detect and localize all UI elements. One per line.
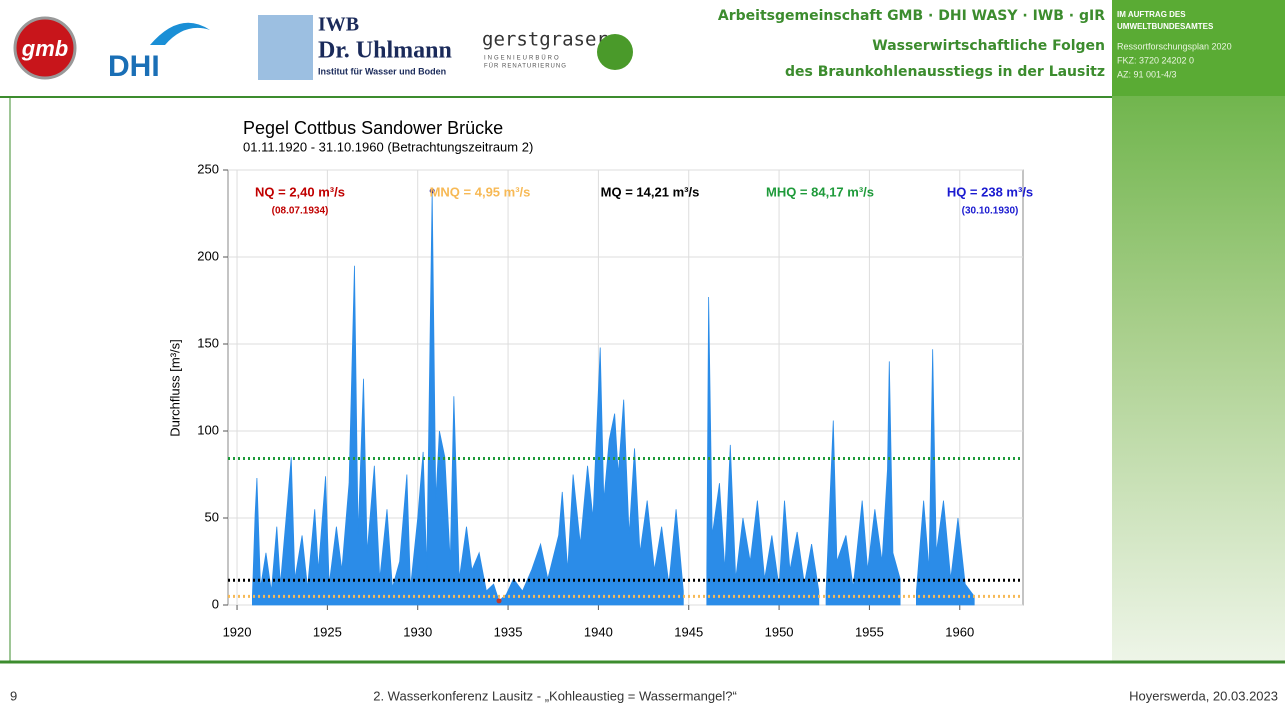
discharge-area [251, 190, 684, 606]
x-tick-label: 1960 [945, 624, 974, 639]
gerstgraser-mark [597, 34, 633, 70]
iwb-logo: Institut für Wasser und Boden [318, 66, 446, 76]
y-axis-label: Durchfluss [m³/s] [167, 339, 182, 437]
client-text: Ressortforschungsplan 2020 [1117, 41, 1232, 51]
x-tick-label: 1940 [584, 624, 613, 639]
header-title: des Braunkohlenausstiegs in der Lausitz [785, 64, 1105, 80]
iwb-logo: Dr. Uhlmann [318, 38, 452, 64]
x-tick-label: 1950 [765, 624, 794, 639]
chart-subtitle: 01.11.1920 - 31.10.1960 (Betrachtungszei… [243, 139, 533, 154]
client-text: AZ: 91 001-4/3 [1117, 69, 1177, 79]
discharge-area [706, 297, 820, 606]
gmb-logo-text: gmb [21, 36, 68, 61]
client-text: IM AUFTRAG DES [1117, 10, 1186, 19]
annotation-date: (30.10.1930) [962, 206, 1019, 217]
footer-event: 2. Wasserkonferenz Lausitz - „Kohleausti… [373, 688, 737, 703]
x-tick-label: 1945 [674, 624, 703, 639]
annotation-date: (08.07.1934) [272, 206, 329, 217]
y-tick-label: 50 [205, 509, 219, 524]
x-tick-label: 1920 [223, 624, 252, 639]
client-box [1112, 0, 1285, 96]
annotation: NQ = 2,40 m³/s [255, 184, 345, 199]
extreme-point [429, 188, 435, 194]
extreme-point [496, 598, 502, 604]
x-tick-label: 1930 [403, 624, 432, 639]
y-tick-label: 250 [197, 161, 219, 176]
y-tick-label: 100 [197, 422, 219, 437]
iwb-logo: IWB [318, 14, 359, 36]
client-text: FKZ: 3720 24202 0 [1117, 55, 1194, 65]
y-tick-label: 150 [197, 335, 219, 350]
header-title: Wasserwirtschaftliche Folgen [872, 38, 1105, 54]
annotation: MHQ = 84,17 m³/s [766, 184, 874, 199]
gerstgraser-logo: gerstgraser [482, 29, 608, 51]
page-number: 9 [10, 688, 17, 703]
iwb-logo-mark [258, 15, 313, 80]
annotation: MQ = 14,21 m³/s [601, 184, 700, 199]
header-title: Arbeitsgemeinschaft GMB · DHI WASY · IWB… [718, 8, 1105, 24]
annotation: MNQ = 4,95 m³/s [430, 184, 531, 199]
gerstgraser-logo: FÜR RENATURIERUNG [484, 63, 567, 70]
dhi-logo: DHI [108, 50, 160, 83]
gmb-logo [13, 16, 77, 80]
discharge-area [825, 361, 901, 606]
y-tick-label: 0 [212, 596, 219, 611]
annotation: HQ = 238 m³/s [947, 184, 1033, 199]
chart-title: Pegel Cottbus Sandower Brücke [243, 118, 503, 138]
x-tick-label: 1955 [855, 624, 884, 639]
gerstgraser-logo: INGENIEURBÜRO [484, 55, 561, 62]
sidebar [1112, 0, 1285, 662]
client-text: UMWELTBUNDESAMTES [1117, 22, 1214, 31]
x-tick-label: 1925 [313, 624, 342, 639]
dhi-wave [150, 22, 210, 45]
x-tick-label: 1935 [494, 624, 523, 639]
y-tick-label: 200 [197, 248, 219, 263]
footer-place: Hoyerswerda, 20.03.2023 [1129, 688, 1278, 703]
